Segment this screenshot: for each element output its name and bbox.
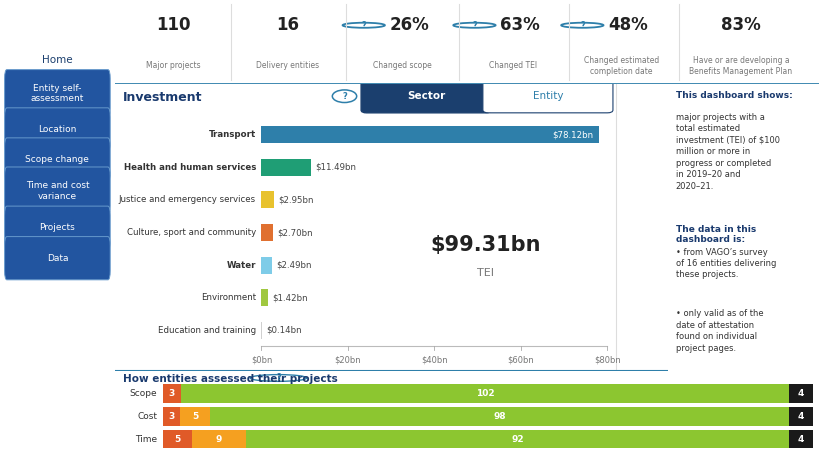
Text: 48%: 48% xyxy=(608,16,647,34)
Text: Victorian Auditor-General's Office: Victorian Auditor-General's Office xyxy=(7,423,106,428)
Text: $78.12bn: $78.12bn xyxy=(552,130,593,139)
FancyBboxPatch shape xyxy=(482,80,613,113)
Text: Health and human services: Health and human services xyxy=(124,163,256,172)
Text: $2.49bn: $2.49bn xyxy=(276,261,312,269)
Text: $2.70bn: $2.70bn xyxy=(278,228,313,237)
Text: • only valid as of the
date of attestation
found on individual
project pages.: • only valid as of the date of attestati… xyxy=(675,309,762,353)
Text: Delivery entities: Delivery entities xyxy=(256,61,319,70)
Text: 110: 110 xyxy=(156,16,190,34)
FancyBboxPatch shape xyxy=(5,70,110,117)
Text: Location: Location xyxy=(38,125,76,134)
FancyBboxPatch shape xyxy=(5,237,110,280)
Text: 4: 4 xyxy=(797,435,803,444)
Text: How entities assessed their projects: How entities assessed their projects xyxy=(123,374,337,384)
Text: ?: ? xyxy=(276,374,280,383)
Text: Major
Projects
Performance: Major Projects Performance xyxy=(17,11,97,46)
Text: 98: 98 xyxy=(493,412,505,421)
Text: Culture, sport and community: Culture, sport and community xyxy=(127,228,256,237)
Text: Transport: Transport xyxy=(209,130,256,139)
FancyBboxPatch shape xyxy=(3,32,111,89)
Text: Entity: Entity xyxy=(532,91,563,101)
FancyBboxPatch shape xyxy=(162,384,180,403)
Text: Published 15 September
2021.: Published 15 September 2021. xyxy=(7,359,96,373)
Text: 26%: 26% xyxy=(389,16,429,34)
FancyBboxPatch shape xyxy=(261,159,310,176)
Text: 5: 5 xyxy=(192,412,198,421)
Text: 4: 4 xyxy=(797,389,803,398)
Text: Major projects: Major projects xyxy=(146,61,201,70)
Text: VAGO: VAGO xyxy=(7,384,63,403)
Text: Changed estimated
completion date: Changed estimated completion date xyxy=(583,56,658,76)
FancyBboxPatch shape xyxy=(261,126,599,143)
Text: 92: 92 xyxy=(510,435,523,444)
FancyBboxPatch shape xyxy=(5,206,110,249)
Text: Entity self-
assessment: Entity self- assessment xyxy=(30,84,84,103)
Text: • from VAGO’s survey
of 16 entities delivering
these projects.: • from VAGO’s survey of 16 entities deli… xyxy=(675,248,776,279)
Text: Cost: Cost xyxy=(137,412,157,421)
FancyBboxPatch shape xyxy=(261,257,272,273)
Text: Education and training: Education and training xyxy=(157,326,256,335)
FancyBboxPatch shape xyxy=(261,289,267,306)
Text: Investment: Investment xyxy=(123,91,202,104)
Text: $0bn: $0bn xyxy=(251,355,272,364)
Text: 9: 9 xyxy=(215,435,222,444)
Text: This dashboard shows:: This dashboard shows: xyxy=(675,91,792,101)
Text: Have or are developing a
Benefits Management Plan: Have or are developing a Benefits Manage… xyxy=(689,56,792,76)
Text: ?: ? xyxy=(579,21,584,30)
Text: Home: Home xyxy=(42,55,73,65)
Text: Changed scope: Changed scope xyxy=(373,61,432,70)
Text: $40bn: $40bn xyxy=(421,355,447,364)
FancyBboxPatch shape xyxy=(789,407,812,425)
FancyBboxPatch shape xyxy=(180,407,210,425)
Text: 3: 3 xyxy=(169,389,174,398)
FancyBboxPatch shape xyxy=(83,358,106,371)
Text: $2.95bn: $2.95bn xyxy=(278,196,314,204)
Text: Water: Water xyxy=(226,261,256,269)
Text: major projects with a
total estimated
investment (TEI) of $100
million or more i: major projects with a total estimated in… xyxy=(675,113,779,191)
Text: $20bn: $20bn xyxy=(334,355,361,364)
Text: Scope change: Scope change xyxy=(25,155,89,164)
Text: Time and cost
variance: Time and cost variance xyxy=(25,181,89,201)
Text: Environment: Environment xyxy=(201,293,256,302)
Text: $11.49bn: $11.49bn xyxy=(315,163,356,172)
Text: Data: Data xyxy=(47,254,68,263)
Text: The data in this
dashboard is:: The data in this dashboard is: xyxy=(675,225,755,244)
Text: $0.14bn: $0.14bn xyxy=(266,326,301,335)
Text: Scope: Scope xyxy=(129,389,157,398)
FancyBboxPatch shape xyxy=(360,80,491,113)
Text: Changed TEI: Changed TEI xyxy=(489,61,536,70)
Text: ?: ? xyxy=(361,21,365,30)
Text: 3: 3 xyxy=(168,412,174,421)
Text: 16: 16 xyxy=(276,16,299,34)
FancyBboxPatch shape xyxy=(261,192,274,208)
Text: 83%: 83% xyxy=(720,16,760,34)
FancyBboxPatch shape xyxy=(789,430,812,448)
Text: Time: Time xyxy=(135,435,157,444)
FancyBboxPatch shape xyxy=(261,224,273,241)
Text: Sector: Sector xyxy=(406,91,445,101)
FancyBboxPatch shape xyxy=(162,407,180,425)
Text: 63%: 63% xyxy=(500,16,540,34)
Text: 5: 5 xyxy=(174,435,180,444)
Text: $99.31bn: $99.31bn xyxy=(430,235,541,255)
Text: 102: 102 xyxy=(475,389,494,398)
FancyBboxPatch shape xyxy=(192,430,245,448)
Text: $60bn: $60bn xyxy=(507,355,534,364)
FancyBboxPatch shape xyxy=(245,430,789,448)
FancyBboxPatch shape xyxy=(5,167,110,215)
Text: Justice and emergency services: Justice and emergency services xyxy=(119,196,256,204)
Text: $1.42bn: $1.42bn xyxy=(272,293,307,302)
Text: 4: 4 xyxy=(797,412,803,421)
FancyBboxPatch shape xyxy=(210,407,789,425)
FancyBboxPatch shape xyxy=(788,384,812,403)
FancyBboxPatch shape xyxy=(5,138,110,181)
Text: ?: ? xyxy=(472,21,476,30)
FancyBboxPatch shape xyxy=(180,384,788,403)
Text: $80bn: $80bn xyxy=(593,355,620,364)
FancyBboxPatch shape xyxy=(162,430,192,448)
FancyBboxPatch shape xyxy=(5,108,110,151)
Text: Projects: Projects xyxy=(39,223,75,232)
Text: TEI: TEI xyxy=(477,268,494,278)
Text: ?: ? xyxy=(342,92,346,101)
